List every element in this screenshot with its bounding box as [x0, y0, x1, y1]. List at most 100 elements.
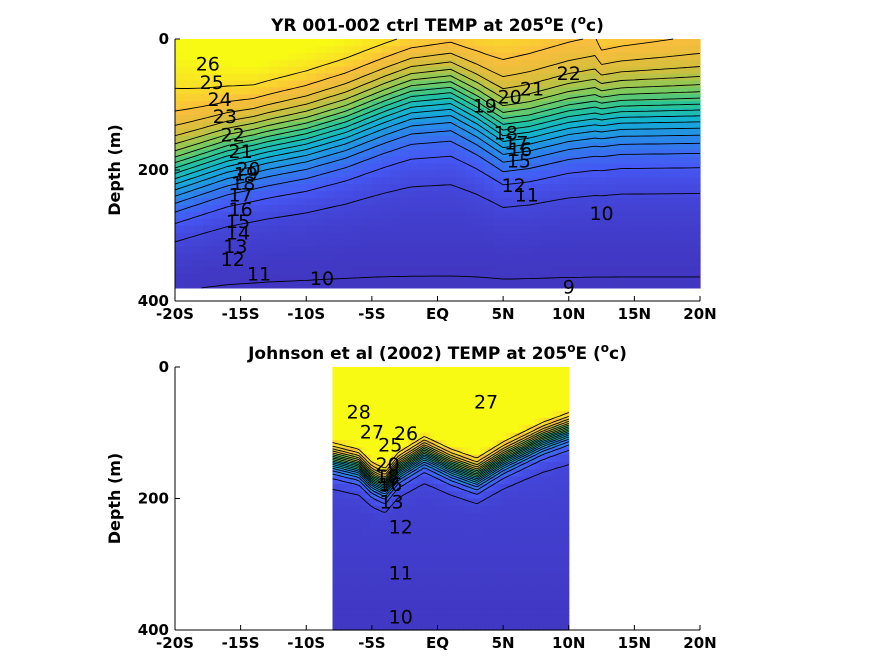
heatmap-cell — [340, 461, 346, 470]
heatmap-cell — [378, 571, 384, 580]
x-tick-label: EQ — [426, 634, 449, 652]
heatmap-cell — [409, 52, 420, 61]
heatmap-cell — [513, 469, 519, 478]
heatmap-cell — [505, 505, 511, 514]
heatmap-cell — [564, 454, 570, 463]
heatmap-cell — [425, 381, 431, 390]
heatmap-cell — [362, 80, 373, 88]
heatmap-cell — [543, 491, 549, 500]
heatmap-cell — [334, 225, 345, 234]
heatmap-cell — [587, 73, 598, 82]
heatmap-cell — [475, 184, 485, 192]
heatmap-cell — [362, 225, 373, 234]
heatmap-cell — [564, 622, 570, 631]
heatmap-cell — [606, 218, 617, 227]
heatmap-cell — [336, 403, 342, 412]
heatmap-cell — [250, 218, 260, 227]
heatmap-cell — [278, 280, 289, 289]
heatmap-cell — [547, 542, 553, 551]
heatmap-cell — [306, 218, 317, 227]
contour-label: 28 — [347, 402, 371, 424]
heatmap-cell — [250, 66, 260, 75]
heatmap-cell — [334, 260, 345, 268]
heatmap-cell — [221, 142, 232, 151]
heatmap-cell — [212, 260, 223, 268]
heatmap-cell — [526, 432, 532, 441]
heatmap-cell — [530, 483, 536, 492]
heatmap-cell — [250, 184, 260, 192]
heatmap-cell — [518, 410, 523, 419]
heatmap-cell — [690, 267, 701, 275]
heatmap-cell — [287, 59, 298, 68]
heatmap-cell — [345, 505, 350, 514]
heatmap-cell — [531, 73, 542, 82]
heatmap-cell — [578, 66, 589, 75]
heatmap-cell — [362, 498, 367, 507]
heatmap-cell — [231, 232, 242, 241]
heatmap-cell — [404, 396, 410, 405]
heatmap-cell — [296, 163, 307, 171]
heatmap-cell — [446, 469, 452, 478]
heatmap-cell — [535, 600, 540, 609]
heatmap-cell — [278, 73, 289, 82]
heatmap-cell — [596, 108, 607, 116]
heatmap-cell — [371, 80, 382, 88]
contour-lines — [174, 38, 701, 289]
heatmap-cell — [412, 549, 418, 558]
heatmap-cell — [446, 476, 452, 485]
heatmap-cell — [332, 440, 338, 448]
heatmap-cell — [547, 454, 553, 463]
heatmap-cell — [518, 418, 523, 427]
heatmap-cell — [425, 491, 431, 500]
heatmap-cell — [465, 198, 476, 206]
heatmap-cell — [442, 520, 448, 529]
heatmap-cell — [547, 410, 553, 419]
heatmap-cell — [184, 198, 195, 206]
heatmap-cell — [587, 218, 598, 227]
heatmap-cell — [480, 403, 485, 412]
heatmap-cell — [325, 73, 335, 82]
heatmap-cell — [437, 418, 443, 427]
heatmap-cell — [184, 246, 195, 254]
heatmap-cell — [395, 367, 401, 375]
heatmap-cell — [493, 267, 504, 275]
heatmap-cell — [503, 191, 514, 199]
heatmap-cell — [446, 410, 452, 419]
heatmap-cell — [306, 198, 317, 206]
heatmap-cell — [193, 177, 204, 185]
heatmap-cell — [404, 425, 410, 434]
heatmap-cell — [526, 476, 532, 485]
heatmap-cell — [395, 615, 401, 624]
heatmap-cell — [433, 505, 439, 514]
heatmap-cell — [503, 204, 514, 213]
heatmap-cell — [306, 225, 317, 234]
heatmap-cell — [250, 149, 260, 158]
heatmap-cell — [505, 520, 511, 529]
heatmap-cell — [353, 578, 359, 587]
heatmap-cell — [371, 280, 382, 289]
heatmap-cell — [526, 483, 532, 492]
heatmap-cell — [456, 204, 467, 213]
heatmap-cell — [421, 410, 426, 419]
heatmap-cell — [465, 52, 476, 61]
heatmap-cell — [221, 94, 232, 102]
heatmap-cell — [259, 170, 270, 178]
heatmap-cell — [488, 564, 494, 573]
heatmap-cell — [425, 410, 431, 419]
heatmap-cell — [512, 267, 523, 275]
heatmap-cell — [391, 586, 397, 595]
heatmap-cell — [493, 94, 504, 102]
heatmap-cell — [362, 101, 373, 109]
heatmap-cell — [459, 556, 464, 565]
heatmap-cell — [634, 170, 645, 178]
heatmap-cell — [349, 440, 355, 448]
heatmap-cell — [509, 527, 515, 536]
heatmap-cell — [446, 586, 452, 595]
heatmap-cell — [387, 403, 393, 412]
heatmap-cell — [459, 622, 464, 631]
heatmap-cell — [535, 556, 540, 565]
heatmap-cell — [404, 571, 410, 580]
heatmap-cell — [391, 622, 397, 631]
heatmap-cell — [521, 101, 532, 109]
heatmap-cell — [446, 513, 452, 522]
